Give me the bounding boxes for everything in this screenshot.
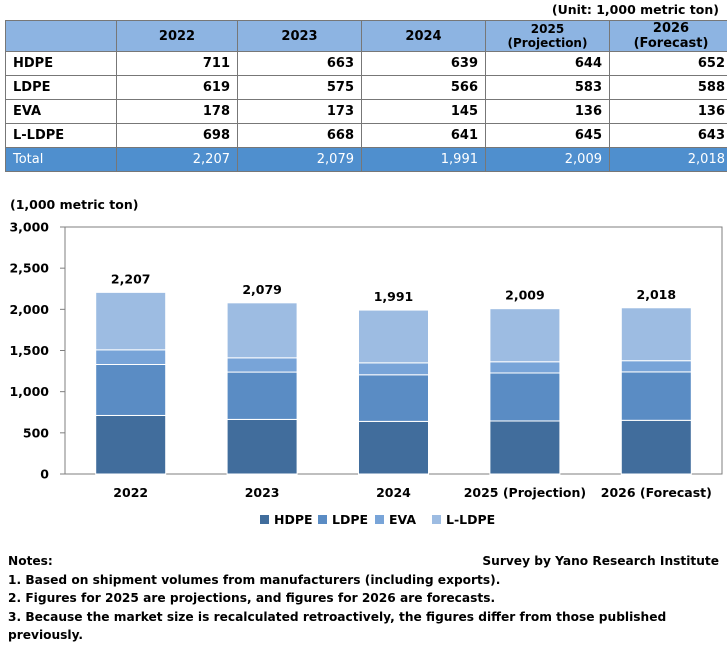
legend-label: L-LDPE bbox=[446, 512, 495, 527]
table-header-cell: 2026 (Forecast) bbox=[610, 21, 727, 52]
row-label: L-LDPE bbox=[6, 124, 117, 148]
table-cell: 644 bbox=[486, 52, 610, 76]
table-cell: 652 bbox=[610, 52, 727, 76]
table-row: L-LDPE 698 668 641 645 643 bbox=[6, 124, 727, 148]
bar-segment-hdpe bbox=[359, 421, 429, 474]
stacked-bar-chart: (1,000 metric ton) 0 500 1,000 1,500 2,000 2,5… bbox=[0, 196, 727, 540]
total-data-label: 2,009 bbox=[505, 288, 545, 303]
table-cell: 711 bbox=[117, 52, 238, 76]
y-tick-label: 0 bbox=[40, 467, 49, 482]
total-data-label: 2,018 bbox=[637, 287, 677, 302]
legend-swatch bbox=[260, 515, 269, 524]
bar-segment-ldpe bbox=[621, 372, 691, 420]
bar-segment-eva bbox=[96, 350, 166, 365]
y-tick-label: 3,000 bbox=[9, 220, 49, 235]
table-row: EVA 178 173 145 136 136 bbox=[6, 100, 727, 124]
total-cell: 2,079 bbox=[238, 148, 362, 172]
legend-swatch bbox=[375, 515, 384, 524]
table-cell: 639 bbox=[362, 52, 486, 76]
x-tick-label: 2023 bbox=[245, 485, 280, 500]
table-cell: 645 bbox=[486, 124, 610, 148]
note-item: 1. Based on shipment volumes from manufa… bbox=[8, 571, 727, 590]
bar-segment-l-ldpe bbox=[359, 310, 429, 363]
x-tick-label: 2024 bbox=[376, 485, 411, 500]
table-cell: 173 bbox=[238, 100, 362, 124]
table-header-cell: 2025 (Projection) bbox=[486, 21, 610, 52]
legend-label: LDPE bbox=[332, 512, 368, 527]
table-cell: 698 bbox=[117, 124, 238, 148]
table-cell: 583 bbox=[486, 76, 610, 100]
table-cell: 641 bbox=[362, 124, 486, 148]
table-cell: 643 bbox=[610, 124, 727, 148]
x-tick-label: 2022 bbox=[113, 485, 148, 500]
table-cell: 136 bbox=[610, 100, 727, 124]
bar-segment-l-ldpe bbox=[227, 303, 297, 358]
bar-segment-eva bbox=[490, 362, 560, 373]
bar-segment-eva bbox=[621, 361, 691, 372]
bar-segment-l-ldpe bbox=[96, 292, 166, 349]
total-data-label: 2,207 bbox=[111, 271, 151, 286]
legend-swatch bbox=[432, 515, 441, 524]
table-cell: 668 bbox=[238, 124, 362, 148]
legend-label: EVA bbox=[389, 512, 416, 527]
total-cell: 1,991 bbox=[362, 148, 486, 172]
table-header-row: 2022 2023 2024 2025 (Projection) 2026 (F… bbox=[6, 21, 727, 52]
table-cell: 575 bbox=[238, 76, 362, 100]
x-tick-label: 2026 (Forecast) bbox=[601, 485, 712, 500]
note-item: 3. Because the market size is recalculat… bbox=[8, 608, 727, 645]
table-header-cell: 2023 bbox=[238, 21, 362, 52]
y-tick-label: 2,500 bbox=[9, 261, 49, 276]
legend-label: HDPE bbox=[274, 512, 313, 527]
unit-label: (Unit: 1,000 metric ton) bbox=[552, 2, 719, 17]
source-credit: Survey by Yano Research Institute bbox=[482, 552, 719, 571]
row-label: HDPE bbox=[6, 52, 117, 76]
bar-segment-l-ldpe bbox=[490, 309, 560, 362]
bar-segment-hdpe bbox=[490, 421, 560, 474]
total-cell: 2,207 bbox=[117, 148, 238, 172]
y-tick-label: 500 bbox=[23, 425, 49, 440]
data-table: 2022 2023 2024 2025 (Projection) 2026 (F… bbox=[5, 20, 727, 172]
table-cell: 566 bbox=[362, 76, 486, 100]
row-label: LDPE bbox=[6, 76, 117, 100]
table-cell: 145 bbox=[362, 100, 486, 124]
table-row: HDPE 711 663 639 644 652 bbox=[6, 52, 727, 76]
row-label: EVA bbox=[6, 100, 117, 124]
note-item: 2. Figures for 2025 are projections, and… bbox=[8, 589, 727, 608]
total-data-label: 2,079 bbox=[242, 282, 282, 297]
table-header-cell: 2024 bbox=[362, 21, 486, 52]
total-cell: 2,018 bbox=[610, 148, 727, 172]
table-cell: 588 bbox=[610, 76, 727, 100]
total-data-label: 1,991 bbox=[374, 289, 414, 304]
bar-segment-l-ldpe bbox=[621, 308, 691, 361]
y-tick-label: 1,500 bbox=[9, 343, 49, 358]
table-cell: 663 bbox=[238, 52, 362, 76]
total-label: Total bbox=[6, 148, 117, 172]
bar-segment-ldpe bbox=[96, 364, 166, 415]
bar-segment-ldpe bbox=[359, 375, 429, 422]
table-cell: 619 bbox=[117, 76, 238, 100]
table-header-cell: 2022 bbox=[117, 21, 238, 52]
y-tick-label: 1,000 bbox=[9, 384, 49, 399]
table-row: LDPE 619 575 566 583 588 bbox=[6, 76, 727, 100]
y-tick-label: 2,000 bbox=[9, 302, 49, 317]
table-cell: 178 bbox=[117, 100, 238, 124]
bar-segment-ldpe bbox=[490, 373, 560, 421]
bar-segment-eva bbox=[227, 358, 297, 372]
table-header-cell bbox=[6, 21, 117, 52]
bar-segment-hdpe bbox=[227, 419, 297, 474]
bar-segment-hdpe bbox=[96, 415, 166, 474]
bar-segment-hdpe bbox=[621, 420, 691, 474]
table-cell: 136 bbox=[486, 100, 610, 124]
legend-swatch bbox=[318, 515, 327, 524]
bar-segment-eva bbox=[359, 363, 429, 375]
table-total-row: Total 2,207 2,079 1,991 2,009 2,018 bbox=[6, 148, 727, 172]
total-cell: 2,009 bbox=[486, 148, 610, 172]
x-tick-label: 2025 (Projection) bbox=[464, 485, 586, 500]
y-axis-label: (1,000 metric ton) bbox=[10, 197, 138, 212]
bar-segment-ldpe bbox=[227, 372, 297, 419]
